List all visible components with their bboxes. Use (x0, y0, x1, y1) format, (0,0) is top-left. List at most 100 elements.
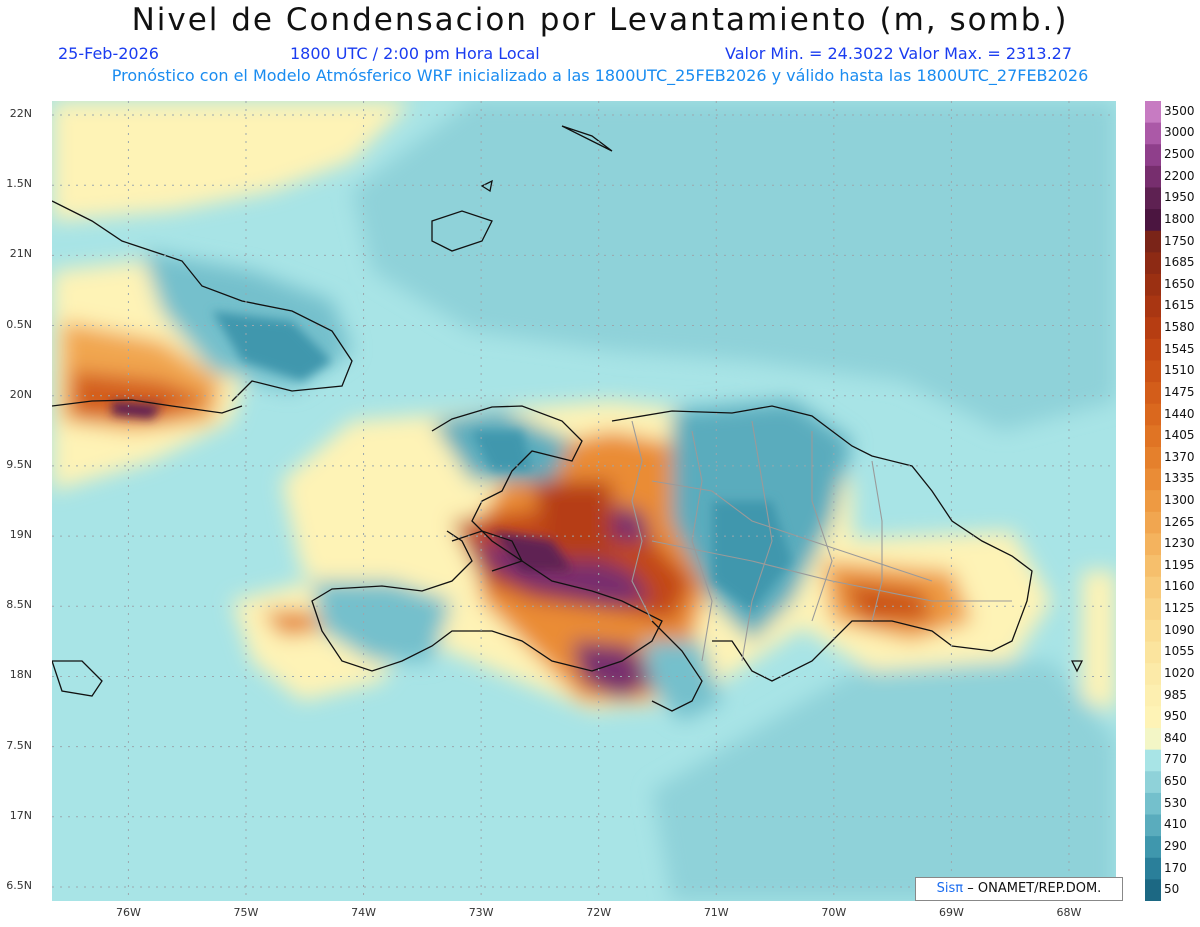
map-title: Nivel de Condensacion por Levantamiento … (131, 2, 1069, 38)
coastlines (52, 125, 1084, 712)
colorbar-swatch (1145, 749, 1161, 772)
longitude-label: 72W (586, 906, 612, 919)
gridlines (52, 101, 1116, 901)
colorbar-swatch (1145, 209, 1161, 232)
colorbar-level-label: 770 (1164, 752, 1187, 767)
colorbar-swatch (1145, 317, 1161, 340)
colorbar-swatch (1145, 165, 1161, 188)
colorbar-swatch (1145, 641, 1161, 664)
colorbar-level-label: 1090 (1164, 622, 1195, 637)
latitude-label: 1.5N (6, 177, 32, 191)
colorbar-level-label: 3000 (1164, 125, 1195, 140)
colorbar-swatch (1145, 879, 1161, 901)
colorbar-level-label: 950 (1164, 709, 1187, 724)
colorbar-level-label: 50 (1164, 882, 1180, 897)
colorbar-level-label: 1800 (1164, 211, 1195, 226)
latitude-label: 22N (9, 107, 32, 121)
colorbar-swatch (1145, 728, 1161, 751)
credit-brand: Sisπ (936, 881, 964, 896)
colorbar-swatch (1145, 598, 1161, 621)
colorbar-level-label: 1685 (1164, 255, 1195, 270)
colorbar-level-label: 1405 (1164, 428, 1195, 443)
colorbar-level-label: 840 (1164, 730, 1187, 745)
model-description: Pronóstico con el Modelo Atmósferico WRF… (111, 66, 1089, 85)
lcl-map (52, 101, 1116, 901)
latitude-label: 21N (9, 247, 32, 261)
colorbar-level-label: 985 (1164, 687, 1187, 702)
colorbar-level-label: 1475 (1164, 384, 1195, 399)
colorbar-level-label: 3500 (1164, 103, 1195, 118)
colorbar-swatch (1145, 403, 1161, 426)
colorbar-level-label: 1300 (1164, 493, 1195, 507)
colorbar-swatch (1145, 511, 1161, 534)
colorbar-swatch (1145, 533, 1161, 556)
longitude-label: 75W (233, 906, 259, 919)
colorbar-swatch (1145, 684, 1161, 707)
colorbar-swatch (1145, 814, 1161, 837)
colorbar-level-label: 1950 (1164, 190, 1195, 205)
colorbar-swatch (1145, 295, 1161, 318)
longitude-label: 70W (821, 906, 847, 919)
longitude-label: 71W (703, 906, 729, 919)
colorbar-level-label: 1055 (1164, 644, 1195, 659)
colorbar-level-label: 1580 (1164, 320, 1195, 335)
colorbar-level-label: 1615 (1164, 298, 1195, 313)
colorbar-level-label: 1335 (1164, 471, 1195, 486)
colorbar-level-label: 1370 (1164, 449, 1195, 464)
longitude-label: 74W (351, 906, 376, 919)
latitude-label: 20N (9, 387, 32, 401)
colorbar-level-label: 1750 (1164, 233, 1195, 248)
colorbar-swatch (1145, 360, 1161, 383)
colorbar-level-label: 1020 (1164, 665, 1195, 680)
latitude-label: 0.5N (6, 317, 32, 331)
colorbar-swatch (1145, 555, 1161, 578)
colorbar-swatch (1145, 468, 1161, 491)
colorbar-swatch (1145, 771, 1161, 794)
colorbar-swatch (1145, 663, 1161, 686)
latitude-label: 9.5N (6, 457, 32, 471)
longitude-label: 68W (1056, 906, 1082, 919)
colorbar-swatch (1145, 382, 1161, 405)
colorbar-level-label: 1160 (1164, 579, 1195, 594)
colorbar-swatch (1145, 230, 1161, 253)
colorbar-swatch (1145, 490, 1161, 513)
latitude-label: 19N (9, 528, 32, 542)
colorbar-swatch (1145, 252, 1161, 275)
longitude-label: 73W (468, 906, 494, 919)
colorbar-swatch (1145, 101, 1161, 124)
latitude-label: 7.5N (6, 738, 32, 752)
colorbar-level-label: 1125 (1164, 601, 1195, 616)
colorbar-level-label: 410 (1164, 817, 1187, 832)
colorbar-swatch (1145, 576, 1161, 599)
latitude-label: 17N (9, 808, 32, 822)
forecast-time: 1800 UTC / 2:00 pm Hora Local (290, 44, 540, 63)
longitude-label: 76W (115, 906, 141, 919)
colorbar-swatch (1145, 273, 1161, 297)
colorbar-swatch (1145, 706, 1161, 729)
forecast-date: 25-Feb-2026 (58, 44, 159, 63)
lcl-shading (52, 101, 1116, 901)
credit-box: Sisπ – ONAMET/REP.DOM. (915, 877, 1123, 901)
colorbar-level-label: 1545 (1164, 341, 1195, 356)
colorbar-level-label: 1265 (1164, 514, 1195, 529)
colorbar-swatch (1145, 425, 1161, 448)
colorbar-level-label: 650 (1164, 774, 1187, 789)
colorbar-swatch (1145, 619, 1161, 643)
colorbar-swatch (1145, 338, 1161, 361)
colorbar-swatch (1145, 122, 1161, 145)
colorbar-level-label: 170 (1164, 860, 1187, 875)
latitude-label: 8.5N (6, 598, 32, 612)
colorbar (1145, 101, 1161, 901)
latitude-label: 6.5N (6, 878, 32, 892)
colorbar-level-label: 530 (1164, 795, 1187, 810)
colorbar-swatch (1145, 446, 1161, 470)
colorbar-level-label: 1195 (1164, 557, 1195, 572)
colorbar-level-label: 1230 (1164, 536, 1195, 551)
colorbar-swatch (1145, 187, 1161, 210)
colorbar-swatch (1145, 857, 1161, 880)
colorbar-level-label: 2500 (1164, 147, 1195, 162)
longitude-label: 69W (938, 906, 964, 919)
colorbar-swatch (1145, 144, 1161, 167)
colorbar-swatch (1145, 836, 1161, 859)
colorbar-level-label: 1650 (1164, 276, 1195, 291)
